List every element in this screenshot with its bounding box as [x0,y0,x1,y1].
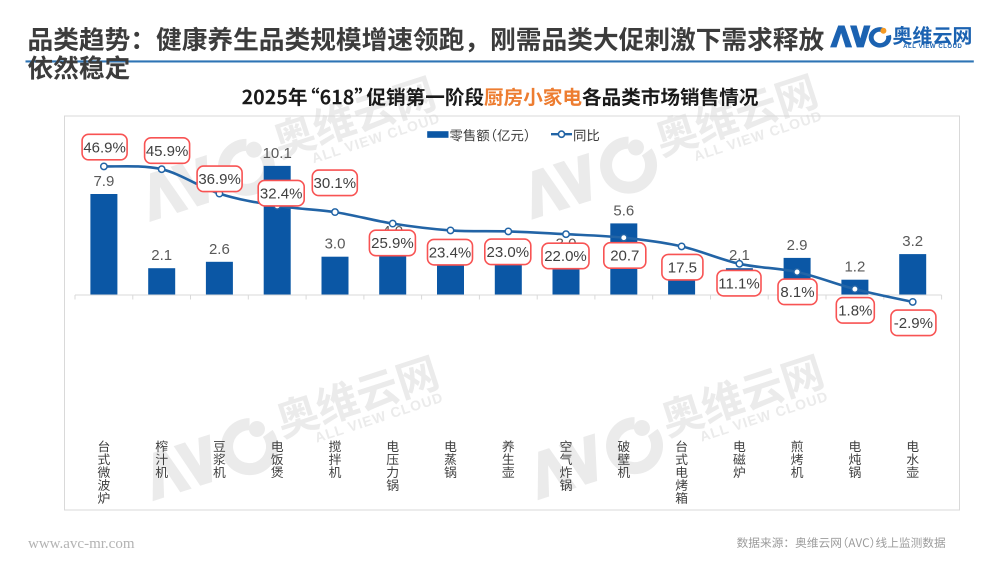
svg-text:23.4%: 23.4% [429,244,472,261]
svg-text:30.1%: 30.1% [314,175,357,192]
svg-text:25.9%: 25.9% [371,235,414,252]
svg-text:3.0: 3.0 [325,236,346,253]
svg-text:2.1: 2.1 [729,247,750,264]
svg-text:7.9: 7.9 [93,173,114,190]
svg-text:3.2: 3.2 [902,233,923,250]
svg-text:5.6: 5.6 [613,202,634,219]
svg-text:32.4%: 32.4% [260,185,303,202]
svg-text:-2.9%: -2.9% [894,315,933,332]
svg-text:20.7: 20.7 [610,248,639,265]
svg-text:22.0%: 22.0% [544,248,587,265]
svg-text:10.1: 10.1 [263,145,292,162]
svg-text:2.1: 2.1 [151,247,172,264]
svg-text:ALL VIEW CLOUD: ALL VIEW CLOUD [903,44,962,50]
svg-text:23.0%: 23.0% [487,244,530,261]
svg-text:46.9%: 46.9% [83,139,126,156]
svg-text:17.5: 17.5 [668,259,697,276]
svg-text:45.9%: 45.9% [146,143,189,160]
svg-text:1.8%: 1.8% [838,303,872,320]
svg-text:11.1%: 11.1% [718,275,759,292]
svg-text:2.6: 2.6 [209,241,230,258]
svg-text:2.9: 2.9 [787,237,808,254]
svg-text:1.2: 1.2 [844,259,865,276]
svg-text:8.1%: 8.1% [780,284,814,301]
svg-text:www.avc-mr.com: www.avc-mr.com [28,536,135,552]
svg-text:36.9%: 36.9% [198,171,241,188]
